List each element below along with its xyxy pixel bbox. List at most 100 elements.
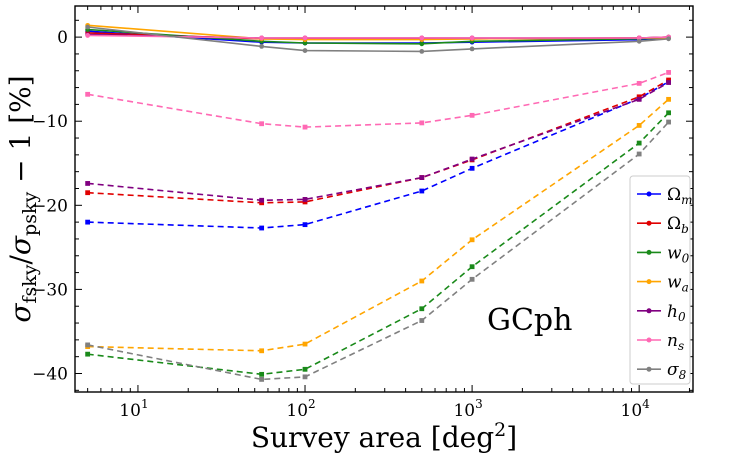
series-Ωb	[85, 30, 671, 206]
y-axis-label-text: /	[4, 255, 37, 265]
y-tick-label: −10	[32, 112, 68, 132]
data-point-σ8-solid	[636, 38, 642, 44]
data-point-w0-dashed	[302, 366, 308, 372]
data-point-σ8-dashed	[469, 276, 475, 282]
legend-item-wa: wa	[637, 273, 689, 295]
annotation-label: GCph	[487, 303, 572, 338]
legend-marker	[646, 308, 652, 314]
data-point-ns-dashed	[259, 121, 265, 127]
data-point-w0-dashed	[259, 371, 265, 377]
data-point-w0-dashed	[636, 140, 642, 146]
y-tick-label: −30	[32, 280, 68, 300]
x-axis-label: Survey area [deg2]	[251, 419, 517, 454]
data-point-σ8-solid	[469, 46, 475, 52]
x-axis-label-sup: 2	[494, 419, 506, 441]
legend-marker	[646, 220, 652, 226]
y-axis-label-text: σ	[4, 303, 37, 323]
data-point-Ωm-dashed	[302, 222, 308, 228]
series-h0	[85, 32, 671, 203]
y-tick-label: 0	[57, 28, 68, 48]
data-point-σ8-dashed	[419, 318, 425, 323]
legend-box	[629, 175, 691, 385]
series-line-ns-dashed	[87, 71, 669, 128]
y-tick-label: −40	[32, 364, 68, 384]
legend-text: Ωm	[667, 185, 693, 207]
data-point-Ωb-dashed	[302, 199, 308, 205]
x-tick-label: 101	[119, 397, 148, 421]
data-point-ns-solid	[636, 35, 642, 41]
legend-marker	[646, 337, 652, 343]
series-line-h0-dashed	[87, 81, 669, 202]
legend-subscript: b	[681, 222, 689, 236]
series-line-Ωb-dashed	[87, 79, 669, 204]
data-point-h0-dashed	[469, 156, 475, 162]
x-axis-label-text: Survey area [deg	[251, 421, 494, 454]
legend-subscript: 8	[679, 368, 687, 382]
data-point-Ωb-dashed	[259, 200, 265, 206]
y-axis-label-text: σ	[4, 235, 37, 255]
data-point-wa-dashed	[469, 237, 475, 243]
legend-item-Ωm: Ωm	[637, 185, 693, 207]
series-σ8	[85, 24, 671, 382]
data-point-h0-dashed	[636, 96, 642, 102]
data-point-w0-dashed	[85, 351, 91, 357]
data-point-σ8-solid	[302, 48, 308, 53]
x-tick-exponent: 1	[141, 397, 149, 411]
x-tick-label: 104	[621, 397, 651, 421]
legend-subscript: m	[681, 193, 692, 207]
data-point-ns-solid	[85, 33, 91, 38]
data-point-w0-dashed	[666, 110, 671, 116]
x-tick-exponent: 4	[642, 397, 650, 411]
legend-item-h0: h0	[637, 302, 686, 324]
data-point-ns-solid	[302, 35, 308, 41]
x-tick-label: 103	[453, 397, 482, 421]
y-axis-label-sub: fsky	[19, 264, 41, 303]
data-point-wa-dashed	[419, 278, 425, 284]
legend-subscript: 0	[682, 251, 690, 265]
legend-item-ns: ns	[637, 331, 684, 353]
data-point-h0-dashed	[259, 197, 265, 203]
legend-symbol: h	[667, 302, 678, 322]
legend-text: w0	[667, 243, 690, 265]
legend-symbol: w	[667, 273, 682, 293]
data-point-Ωb-dashed	[666, 77, 671, 83]
legend-item-Ωb: Ωb	[637, 214, 689, 236]
series-layer	[85, 22, 671, 382]
data-point-ns-dashed	[419, 120, 425, 126]
data-point-Ωb-dashed	[85, 190, 91, 196]
x-tick-exponent: 2	[308, 397, 316, 411]
legend-text: Ωb	[667, 214, 689, 236]
data-point-wa-dashed	[302, 341, 308, 347]
series-ns	[85, 33, 671, 130]
data-point-σ8-solid	[419, 49, 425, 54]
data-point-h0-dashed	[419, 175, 425, 180]
legend-marker	[646, 249, 652, 255]
series-line-wa-dashed	[87, 98, 670, 352]
series-line-w0-dashed	[87, 112, 670, 376]
legend-text: σ8	[667, 360, 687, 382]
legend-item-σ8: σ8	[637, 360, 687, 382]
legend-subscript: 0	[678, 310, 686, 324]
legend-symbol: Ω	[667, 185, 681, 205]
legend-symbol: Ω	[667, 214, 681, 234]
data-point-ns-solid	[469, 35, 475, 41]
legend-symbol: n	[667, 331, 678, 351]
series-line-Ωm-dashed	[87, 81, 669, 229]
data-point-Ωb-dashed	[636, 94, 642, 100]
data-point-h0-dashed	[302, 197, 308, 202]
plot-frame	[74, 5, 694, 393]
y-axis-label: σfsky/σpsky − 1 [%]	[4, 75, 41, 322]
data-point-h0-dashed	[666, 80, 671, 85]
data-point-w0-dashed	[469, 264, 475, 270]
data-point-wa-dashed	[259, 348, 265, 354]
y-axis-label-sub: psky	[19, 192, 41, 236]
data-point-wa-dashed	[666, 96, 671, 102]
legend-marker	[646, 191, 652, 197]
data-point-σ8-dashed	[85, 342, 91, 348]
legend-subscript: a	[682, 281, 689, 295]
data-point-ns-dashed	[666, 70, 671, 75]
legend-subscript: s	[678, 339, 684, 353]
x-tick-label: 102	[286, 397, 315, 421]
data-point-σ8-dashed	[302, 374, 308, 380]
